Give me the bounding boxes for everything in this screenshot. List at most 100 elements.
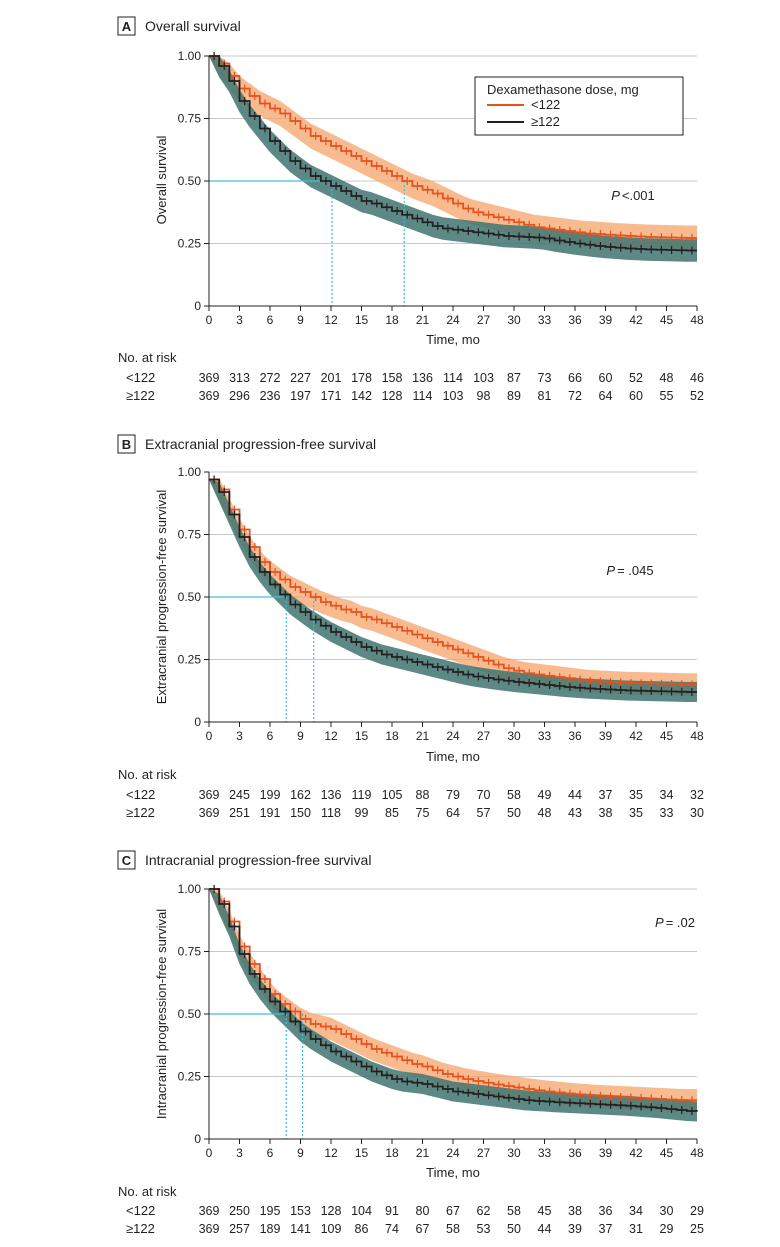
at-risk-value: 44 <box>568 788 582 802</box>
x-tick-label: 21 <box>416 1146 430 1160</box>
x-tick-label: 36 <box>568 1146 582 1160</box>
panel-extracranial-pfs: B Extracranial progression-free survival… <box>117 434 704 820</box>
at-risk-row-label-low: <122 <box>126 370 155 385</box>
survival-curve-low <box>209 888 697 1102</box>
at-risk-value: 136 <box>412 371 433 385</box>
at-risk-value: 30 <box>660 1204 674 1218</box>
panel-letter-box <box>117 16 136 36</box>
at-risk-value: 142 <box>351 389 372 403</box>
panel-intracranial-pfs: C Intracranial progression-free survival… <box>117 850 704 1236</box>
y-axis-label: Overall survival <box>154 135 169 224</box>
at-risk-value: 38 <box>568 1204 582 1218</box>
at-risk-value: 35 <box>629 788 643 802</box>
gridlines <box>209 888 697 1077</box>
x-tick-label: 18 <box>385 1146 399 1160</box>
x-tick-labels: 0 3 6 9 12 15 18 21 24 27 30 33 36 39 42 45 48 <box>206 1139 704 1160</box>
legend-label-low: <122 <box>531 97 560 112</box>
at-risk-value: 34 <box>660 788 674 802</box>
at-risk-value: 197 <box>290 389 311 403</box>
survival-curves <box>209 478 697 693</box>
at-risk-value: 162 <box>290 788 311 802</box>
x-tick-label: 42 <box>629 313 643 327</box>
x-tick-label: 12 <box>324 729 338 743</box>
survival-curve-high <box>209 55 697 252</box>
at-risk-value: 43 <box>568 806 582 820</box>
y-tick-label: 0.25 <box>178 237 202 251</box>
x-tick-label: 36 <box>568 729 582 743</box>
at-risk-value: 45 <box>538 1204 552 1218</box>
at-risk-value: 73 <box>538 371 552 385</box>
at-risk-value: 70 <box>477 788 491 802</box>
p-value: P = .02 <box>655 915 695 930</box>
x-tick-label: 45 <box>660 1146 674 1160</box>
confidence-bands <box>209 478 697 702</box>
y-tick-label: 0 <box>194 715 201 729</box>
at-risk-value: 191 <box>260 806 281 820</box>
at-risk-value: 128 <box>321 1204 342 1218</box>
median-guides <box>209 180 405 306</box>
x-axis-label: Time, mo <box>426 749 480 764</box>
ci-band-low <box>209 478 697 696</box>
ci-band-high <box>209 56 697 262</box>
y-tick-label: 0 <box>194 1132 201 1146</box>
x-tick-label: 6 <box>267 313 274 327</box>
at-risk-value: 245 <box>229 788 250 802</box>
y-tick-label: 0.50 <box>178 174 202 188</box>
x-tick-label: 21 <box>416 729 430 743</box>
p-value: P <.001 <box>611 188 655 203</box>
x-tick-label: 48 <box>690 1146 704 1160</box>
at-risk-value: 272 <box>260 371 281 385</box>
at-risk-value: 32 <box>690 788 704 802</box>
at-risk-value: 58 <box>446 1222 460 1236</box>
at-risk-value: 50 <box>507 806 521 820</box>
censor-marks <box>213 885 693 1115</box>
x-tick-labels: 0 3 6 9 12 15 18 21 24 27 30 33 36 39 42 45 48 <box>206 722 704 743</box>
at-risk-value: 369 <box>199 1222 220 1236</box>
survival-curve-high <box>209 888 698 1112</box>
p-value: P = .045 <box>606 563 653 578</box>
x-tick-label: 0 <box>206 313 213 327</box>
at-risk-value: 158 <box>382 371 403 385</box>
at-risk-value: 171 <box>321 389 342 403</box>
x-tick-label: 27 <box>477 313 491 327</box>
at-risk-value: 119 <box>352 788 372 802</box>
ci-band-low <box>209 889 697 1112</box>
y-tick-label: 0.75 <box>178 945 202 959</box>
at-risk-value: 48 <box>660 371 674 385</box>
at-risk-value: 178 <box>351 371 372 385</box>
at-risk-value: 49 <box>538 788 552 802</box>
y-tick-label: 0.50 <box>178 590 202 604</box>
x-axis-label: Time, mo <box>426 332 480 347</box>
at-risk-value: 36 <box>599 1204 613 1218</box>
at-risk-value: 150 <box>290 806 311 820</box>
at-risk-value: 44 <box>538 1222 552 1236</box>
at-risk-value: 91 <box>385 1204 399 1218</box>
x-tick-labels: 0 3 6 9 12 15 18 21 24 27 30 33 36 39 42 45 48 <box>206 306 704 327</box>
at-risk-value: 29 <box>690 1204 704 1218</box>
x-tick-label: 6 <box>267 1146 274 1160</box>
survival-curve-high <box>209 478 697 693</box>
at-risk-row-label-low: <122 <box>126 787 155 802</box>
at-risk-label: No. at risk <box>118 350 177 365</box>
at-risk-value: 250 <box>229 1204 250 1218</box>
y-tick-label: 0.50 <box>178 1007 202 1021</box>
x-tick-label: 45 <box>660 729 674 743</box>
at-risk-value: 369 <box>199 1204 220 1218</box>
x-tick-label: 33 <box>538 313 552 327</box>
at-risk-value: 58 <box>507 788 521 802</box>
at-risk-value: 50 <box>507 1222 521 1236</box>
at-risk-values: 369 313 272 227 201 178 158 136 114 103 87 73 66 60 52… <box>199 371 704 403</box>
x-tick-label: 9 <box>297 729 304 743</box>
x-tick-label: 15 <box>355 313 369 327</box>
at-risk-value: 31 <box>629 1222 643 1236</box>
y-tick-labels: 0 0.25 0.50 0.75 1.00 <box>178 49 209 313</box>
y-tick-label: 0.25 <box>178 1070 202 1084</box>
at-risk-value: 296 <box>229 389 250 403</box>
y-tick-label: 0.25 <box>178 653 202 667</box>
x-tick-label: 3 <box>236 313 243 327</box>
at-risk-value: 30 <box>690 806 704 820</box>
at-risk-value: 66 <box>568 371 582 385</box>
median-guides <box>209 1013 304 1139</box>
at-risk-value: 251 <box>229 806 250 820</box>
